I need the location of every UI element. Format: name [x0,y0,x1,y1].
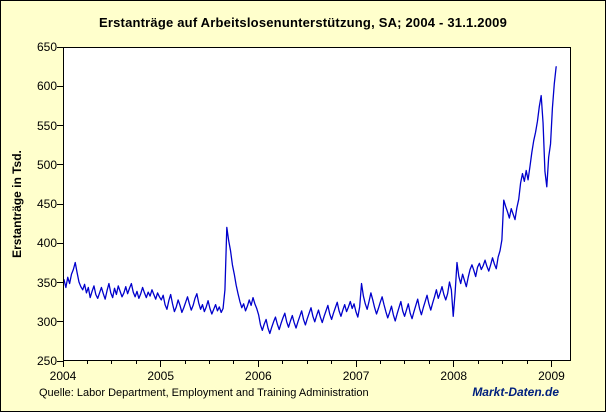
x-tick-label: 2005 [147,369,175,383]
x-minor-tick [233,361,235,364]
y-tick [57,321,63,323]
y-tick-label: 550 [36,118,57,133]
x-minor-tick [86,361,88,364]
x-tick-label: 2008 [440,369,468,383]
plot-area [63,47,571,361]
x-minor-tick [209,361,211,364]
watermark: Markt-Daten.de [472,385,559,399]
x-minor-tick [184,361,186,364]
y-tick-label: 600 [36,79,57,94]
x-minor-tick [404,361,406,364]
x-minor-tick [526,361,528,364]
x-minor-tick [477,361,479,364]
x-tick-label: 2009 [538,369,565,383]
x-minor-tick [428,361,430,364]
y-tick-label: 250 [36,354,57,368]
x-tick [62,361,64,367]
x-tick [453,361,455,367]
y-tick [57,242,63,244]
chart-title: Erstanträge auf Arbeitslosenunterstützun… [98,15,507,30]
source-note: Quelle: Labor Department, Employment and… [39,387,369,399]
y-axis-title: Erstanträge in Tsd. [10,150,24,258]
y-tick-label: 300 [36,314,57,329]
y-tick [57,164,63,166]
x-tick-label: 2004 [49,369,77,383]
x-minor-tick [502,361,504,364]
x-minor-tick [331,361,333,364]
x-tick-label: 2007 [342,369,370,383]
y-tick-label: 450 [36,197,57,211]
y-tick [57,125,63,126]
y-tick [57,282,63,283]
x-minor-tick [282,361,284,364]
y-tick [57,360,63,362]
y-tick [57,85,63,87]
x-minor-tick [135,361,137,364]
x-minor-tick [111,361,113,364]
y-tick-label: 350 [36,275,57,290]
y-tick [57,46,63,48]
y-tick-label: 650 [36,40,57,54]
x-tick [257,361,259,367]
y-tick-label: 400 [36,236,57,251]
y-tick [57,203,63,205]
x-minor-tick [306,361,308,364]
x-tick [550,361,552,367]
x-minor-tick [380,361,381,364]
x-tick-label: 2006 [245,369,272,383]
x-tick [160,361,162,367]
x-tick [355,361,357,367]
claims-line-chart [64,66,557,335]
y-tick-label: 500 [36,157,57,172]
